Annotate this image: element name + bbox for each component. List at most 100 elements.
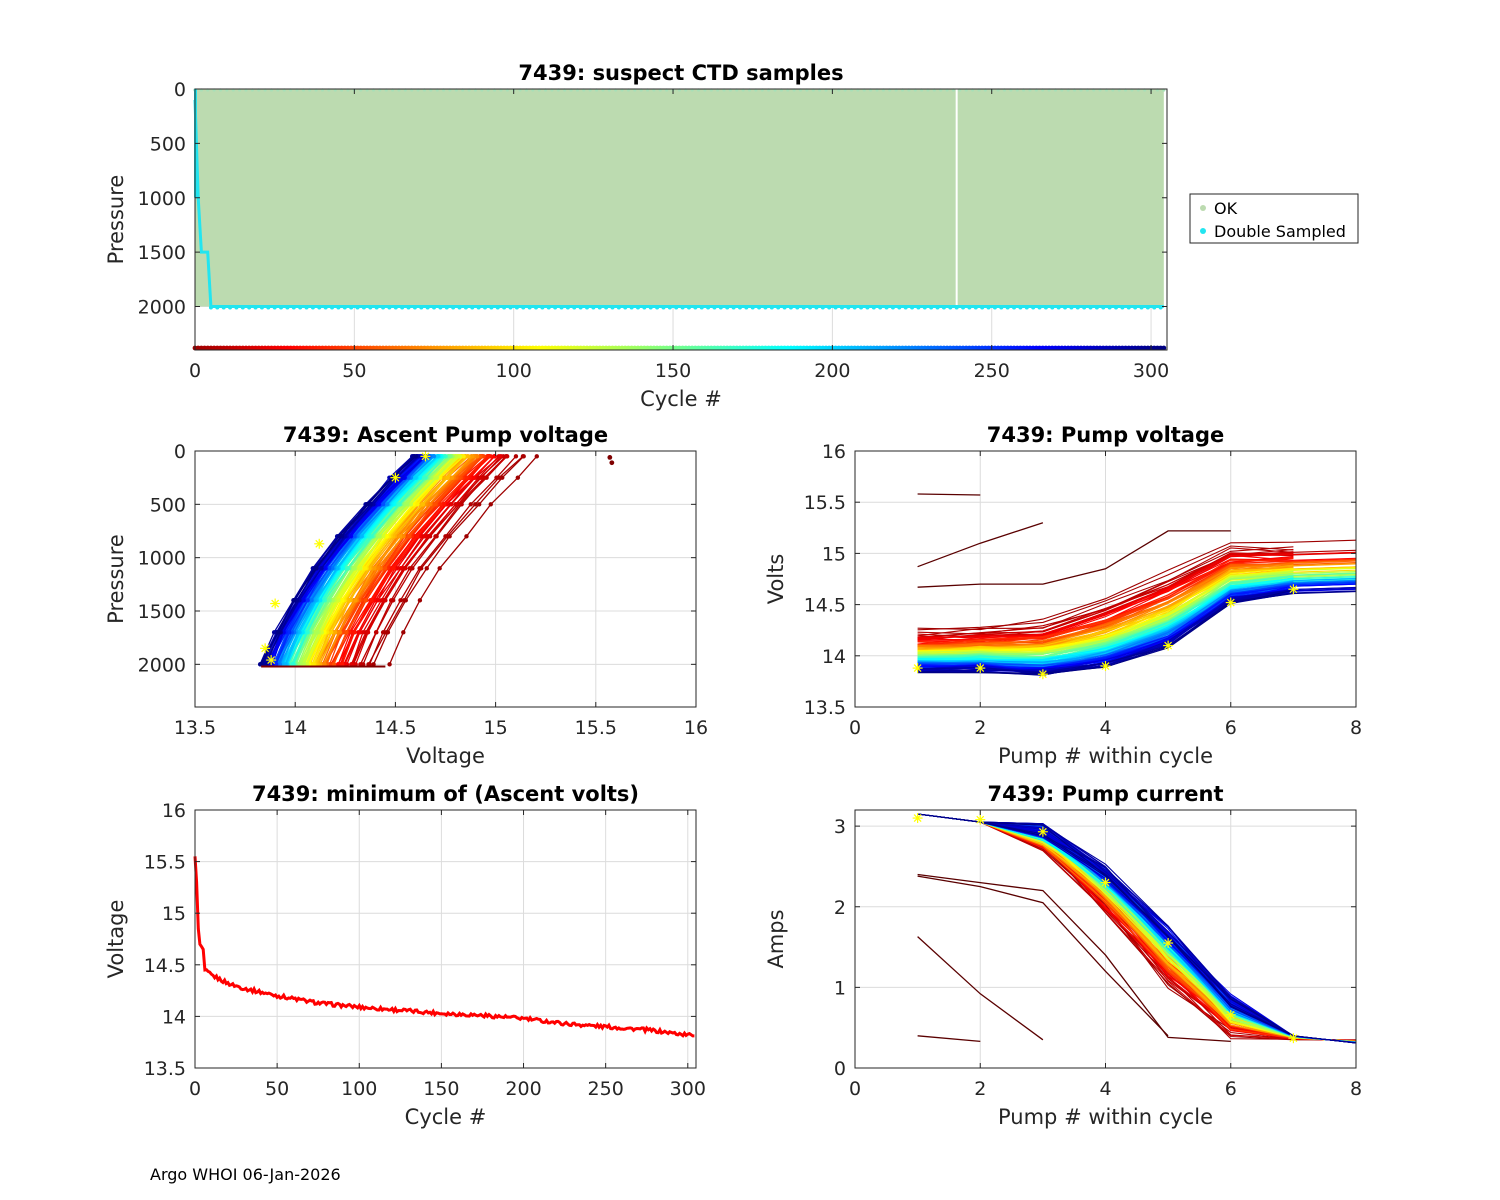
double-sampled-point xyxy=(533,305,538,310)
ascent-profile-point xyxy=(465,454,470,459)
ascent-profile-point xyxy=(382,598,387,603)
ascent-profile-point xyxy=(424,566,429,571)
chart-title: 7439: suspect CTD samples xyxy=(518,61,843,85)
x-tick-label: 4 xyxy=(1099,717,1111,739)
ascent-profile-point xyxy=(413,454,419,459)
double-sampled-point xyxy=(1037,305,1042,310)
ascent-profile-point xyxy=(437,566,442,571)
double-sampled-point xyxy=(387,305,392,310)
legend-ok-label: OK xyxy=(1214,199,1238,218)
double-sampled-point xyxy=(240,305,245,310)
ascent-profile-line xyxy=(341,455,492,665)
star-stroke xyxy=(913,814,922,822)
double-sampled-point xyxy=(674,305,679,310)
double-sampled-point xyxy=(910,305,915,310)
ascent-profile-line xyxy=(389,455,538,665)
ascent-profile-point xyxy=(337,534,342,539)
ascent-profile-point xyxy=(417,598,423,603)
x-tick-label: 50 xyxy=(265,1078,289,1100)
double-sampled-point xyxy=(827,305,832,310)
ascent-profile-line xyxy=(333,455,482,665)
ascent-profile-point xyxy=(398,598,403,603)
ascent-profile-line xyxy=(373,455,525,665)
ascent-profile-line xyxy=(264,455,419,665)
ascent-outlier-point xyxy=(607,455,613,460)
double-sampled-point xyxy=(412,305,417,310)
chart-title: 7439: minimum of (Ascent volts) xyxy=(252,782,639,806)
ascent-profile-line xyxy=(324,455,485,665)
double-sampled-point xyxy=(916,305,921,310)
double-sampled-point xyxy=(839,305,844,310)
ascent-profile-point xyxy=(498,454,503,459)
double-sampled-point xyxy=(973,305,978,310)
double-sampled-point xyxy=(1120,305,1125,310)
star-marker xyxy=(390,472,401,483)
y-tick-label: 14 xyxy=(162,1006,186,1028)
double-sampled-point xyxy=(737,305,742,310)
ascent-profile-point xyxy=(352,630,357,635)
ascent-profile-point xyxy=(534,454,539,459)
double-sampled-point xyxy=(686,305,691,310)
double-sampled-point xyxy=(553,305,558,310)
double-sampled-point xyxy=(1050,305,1055,310)
ascent-profile-line xyxy=(355,455,500,665)
double-sampled-point xyxy=(795,305,800,310)
ascent-profile-point xyxy=(453,454,458,459)
double-sampled-point xyxy=(890,305,895,310)
x-axis-label: Pump # within cycle xyxy=(998,1105,1213,1129)
double-sampled-point xyxy=(304,305,309,310)
double-sampled-point xyxy=(1133,305,1138,310)
double-sampled-point xyxy=(929,305,934,310)
ascent-profile-point xyxy=(432,502,438,507)
double-sampled-point xyxy=(451,305,456,310)
double-sampled-point xyxy=(476,305,481,310)
x-tick-label: 2 xyxy=(974,1078,986,1100)
double-sampled-point xyxy=(1107,305,1112,310)
double-sampled-point xyxy=(546,305,551,310)
double-sampled-point xyxy=(635,305,640,310)
ascent-profile-point xyxy=(520,454,526,459)
double-sampled-point xyxy=(782,305,787,310)
star-marker xyxy=(1225,597,1236,608)
double-sampled-point xyxy=(1088,305,1093,310)
x-axis-label: Voltage xyxy=(406,744,485,768)
y-tick-label: 15 xyxy=(822,543,846,565)
star-marker xyxy=(1225,1009,1236,1020)
ascent-profile-point xyxy=(401,630,406,635)
double-sampled-point xyxy=(597,305,602,310)
double-sampled-point xyxy=(884,305,889,310)
ascent-profile-point xyxy=(423,475,428,480)
double-sampled-point xyxy=(1069,305,1074,310)
double-sampled-point xyxy=(610,305,615,310)
double-sampled-point xyxy=(935,305,940,310)
ascent-profile-point xyxy=(464,534,469,539)
double-sampled-point xyxy=(508,305,513,310)
ascent-profile-point xyxy=(287,630,292,635)
star-stroke xyxy=(1101,878,1110,887)
ascent-profile-point xyxy=(494,475,499,480)
ascent-profile-point xyxy=(435,454,441,459)
x-tick-label: 2 xyxy=(974,717,986,739)
double-sampled-point xyxy=(1024,305,1029,310)
double-sampled-point xyxy=(419,305,424,310)
ascent-profile-point xyxy=(372,566,377,571)
y-tick-label: 2 xyxy=(834,897,846,919)
double-sampled-point xyxy=(483,305,488,310)
plot-content xyxy=(912,493,1357,680)
min-voltage-line xyxy=(193,856,695,1038)
double-sampled-point xyxy=(591,305,596,310)
double-sampled-point xyxy=(706,305,711,310)
ascent-profile-point xyxy=(322,662,327,667)
star-stroke xyxy=(1289,585,1298,594)
double-sampled-point xyxy=(368,305,373,310)
ascent-profile-point xyxy=(431,454,436,459)
ascent-profile-point xyxy=(388,598,394,603)
ascent-profile-point xyxy=(271,630,277,635)
pump-current-outlier xyxy=(917,936,1044,1041)
pump-voltage-line xyxy=(917,546,1294,637)
x-tick-label: 150 xyxy=(423,1078,459,1100)
double-sampled-point xyxy=(1145,305,1150,310)
ascent-profile-point xyxy=(337,630,343,635)
ascent-profile-point xyxy=(441,502,447,507)
